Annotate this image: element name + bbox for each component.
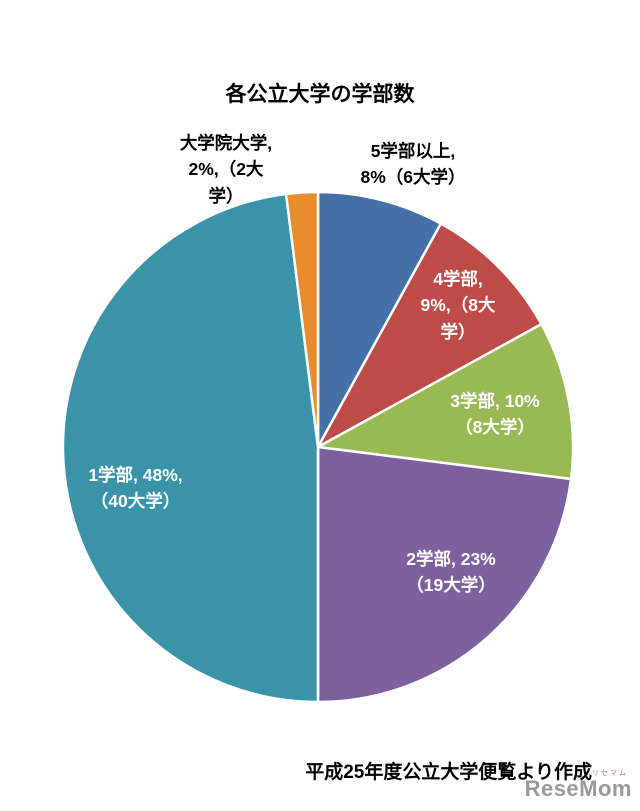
pie-slice-4: [316, 445, 573, 704]
pie-slice-6: [284, 190, 320, 449]
pie-slice-2: [316, 222, 543, 449]
source-note: 平成25年度公立大学便覧より作成: [305, 762, 592, 783]
pie-slice-5: [61, 192, 320, 704]
resemom-watermark: リセマム ReseMom: [525, 770, 632, 800]
chart-title: 各公立大学の学部数: [225, 83, 415, 106]
pie-slice-1: [316, 190, 443, 449]
pie-slice-3: [316, 322, 575, 481]
resemom-logo: ReseMom: [524, 776, 632, 801]
resemom-katakana-label: リセマム: [592, 770, 628, 777]
